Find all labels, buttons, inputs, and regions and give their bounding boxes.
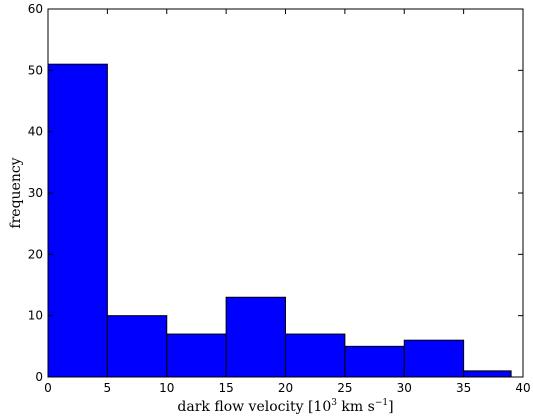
y-tick-label-4: 40: [28, 125, 43, 139]
histogram-bar-2: [166, 333, 227, 378]
histogram-bar-1: [106, 315, 168, 378]
x-tick-label-2: 10: [159, 381, 174, 395]
y-tick-label-6: 60: [28, 2, 43, 16]
x-tick-label-1: 5: [104, 381, 112, 395]
histogram-bar-7: [463, 370, 512, 378]
y-tick-label-3: 30: [28, 186, 43, 200]
y-tick-label-2: 20: [28, 247, 43, 261]
x-tick-label-5: 25: [337, 381, 352, 395]
x-tick-label-7: 35: [456, 381, 471, 395]
x-tick-label-4: 20: [278, 381, 293, 395]
histogram-bar-3: [225, 296, 286, 378]
histogram-bar-4: [285, 333, 346, 378]
y-axis-label: frequency: [8, 157, 24, 228]
histogram-bar-6: [403, 339, 465, 378]
y-tick-label-5: 50: [28, 63, 43, 77]
bars-group: [47, 63, 512, 378]
histogram-bar-5: [344, 345, 405, 378]
tick-labels-group: 0 5 10 15 20 25 30 35 40 0 10 20 30 40 50 60: [28, 2, 531, 395]
ticks-group: [47, 8, 524, 378]
x-tick-label-3: 15: [218, 381, 233, 395]
x-tick-label-8: 40: [515, 381, 530, 395]
y-tick-label-1: 10: [28, 309, 43, 323]
x-axis-label: dark flow velocity [103 km s−1]: [177, 398, 393, 415]
x-tick-label-6: 30: [397, 381, 412, 395]
x-tick-label-0: 0: [44, 381, 52, 395]
histogram-bar-0: [47, 63, 108, 378]
y-tick-label-0: 0: [35, 370, 43, 384]
